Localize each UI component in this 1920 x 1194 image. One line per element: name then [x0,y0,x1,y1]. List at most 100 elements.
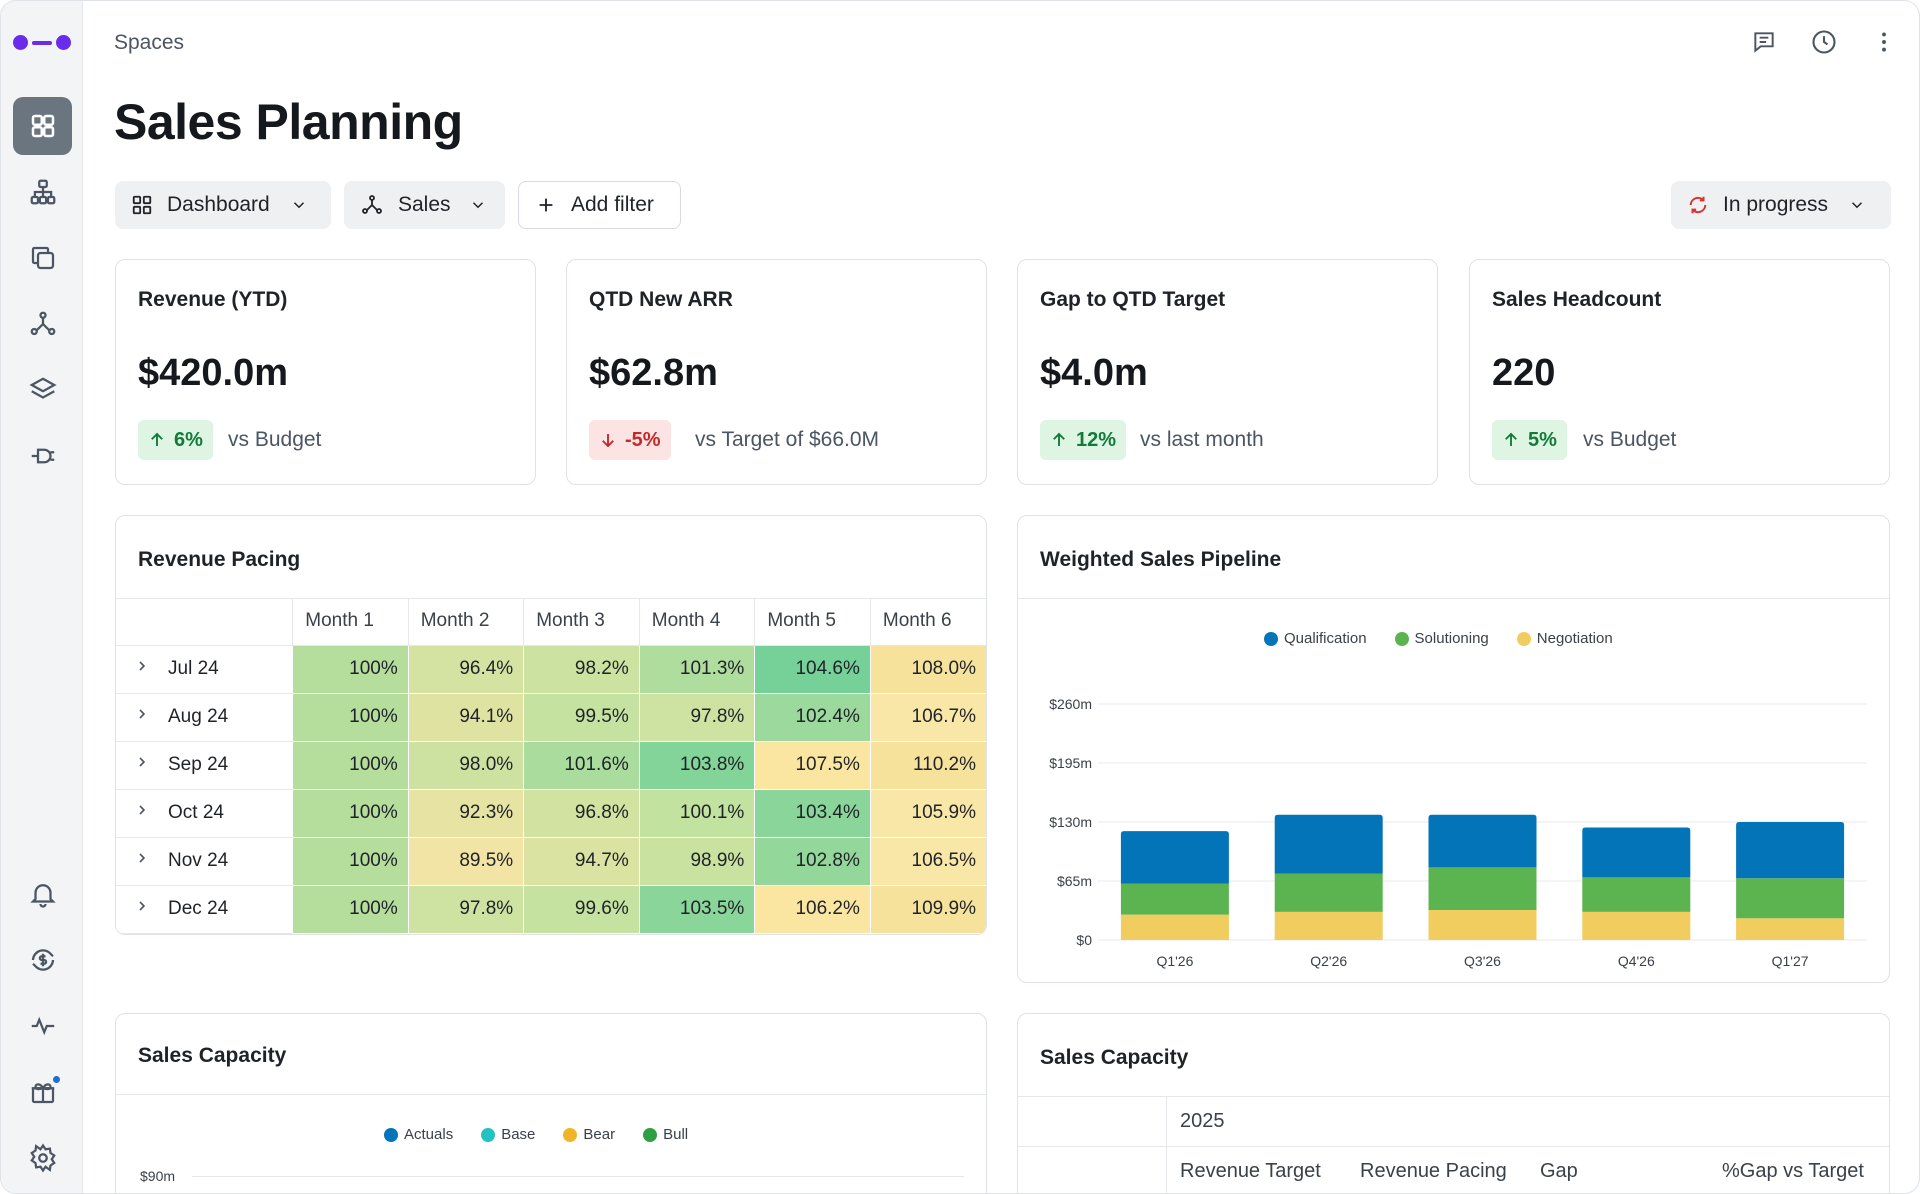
table-cell[interactable]: 94.1% [407,693,524,742]
bar-segment[interactable] [1582,877,1691,912]
table-cell[interactable]: 109.9% [869,885,986,934]
table-cell[interactable]: 101.3% [638,645,755,694]
grid-icon[interactable] [13,97,72,155]
activity-icon[interactable] [13,997,72,1055]
table-cell[interactable]: 94.7% [523,837,640,886]
table-cell[interactable]: 107.5% [754,741,871,790]
bar-segment[interactable] [1120,914,1229,940]
bar-segment[interactable] [1736,918,1845,940]
bar-segment[interactable] [1120,831,1229,884]
bar-segment[interactable] [1428,814,1537,868]
bar-segment[interactable] [1428,910,1537,940]
kpi-card-new-arr[interactable]: QTD New ARR $62.8m -5% vs Target of $66.… [566,259,987,485]
bar-segment[interactable] [1274,814,1383,874]
bar-segment[interactable] [1736,822,1845,879]
table-cell[interactable]: 103.8% [638,741,755,790]
org-chart-icon[interactable] [13,163,72,221]
row-header[interactable]: Nov 24 [116,837,293,886]
column-header[interactable]: Month 1 [292,598,409,646]
table-cell[interactable]: 100% [292,885,409,934]
table-row[interactable]: Aug 24 100% 94.1% 99.5% 97.8% 102.4% 106.7% [116,693,986,742]
legend-item[interactable]: Negotiation [1516,630,1613,647]
gift-icon[interactable] [13,1063,72,1121]
status-dropdown[interactable]: In progress [1671,181,1891,229]
column-header[interactable]: Month 2 [407,598,524,646]
bar-segment[interactable] [1582,827,1691,878]
column-header[interactable]: Month 6 [869,598,986,646]
table-cell[interactable]: 99.5% [523,693,640,742]
table-cell[interactable]: 106.7% [869,693,986,742]
kpi-card-headcount[interactable]: Sales Headcount 220 5% vs Budget [1469,259,1890,485]
column-header[interactable]: Month 5 [754,598,871,646]
table-cell[interactable]: 100% [292,741,409,790]
table-cell[interactable]: 104.6% [754,645,871,694]
table-cell[interactable]: 103.5% [638,885,755,934]
currency-sync-icon[interactable] [13,931,72,989]
row-header[interactable]: Aug 24 [116,693,293,742]
table-cell[interactable]: 100% [292,837,409,886]
table-cell[interactable]: 96.8% [523,789,640,838]
chevron-right-icon[interactable] [134,802,168,824]
plug-icon[interactable] [13,427,72,485]
table-cell[interactable]: 100.1% [638,789,755,838]
hub-icon[interactable] [13,295,72,353]
table-cell[interactable]: 101.6% [523,741,640,790]
settings-icon[interactable] [13,1129,72,1187]
table-cell[interactable]: 108.0% [869,645,986,694]
more-vertical-icon[interactable] [1867,25,1901,59]
column-header[interactable]: Month 3 [523,598,640,646]
chevron-right-icon[interactable] [134,706,168,728]
table-cell[interactable]: 98.0% [407,741,524,790]
table-cell[interactable]: 98.2% [523,645,640,694]
legend-item[interactable]: Actuals [384,1126,453,1143]
table-cell[interactable]: 99.6% [523,885,640,934]
bar-segment[interactable] [1120,883,1229,915]
chevron-right-icon[interactable] [134,850,168,872]
bar-segment[interactable] [1736,878,1845,919]
bar-segment[interactable] [1274,911,1383,940]
table-cell[interactable]: 97.8% [638,693,755,742]
chevron-right-icon[interactable] [134,898,168,920]
table-row[interactable]: Nov 24 100% 89.5% 94.7% 98.9% 102.8% 106.5% [116,837,986,886]
table-cell[interactable]: 96.4% [407,645,524,694]
app-logo[interactable] [13,35,73,51]
table-cell[interactable]: 100% [292,645,409,694]
table-row[interactable]: Sep 24 100% 98.0% 101.6% 103.8% 107.5% 110.2% [116,741,986,790]
row-header[interactable]: Dec 24 [116,885,293,934]
row-header[interactable]: Sep 24 [116,741,293,790]
comment-icon[interactable] [1747,25,1781,59]
table-cell[interactable]: 106.2% [754,885,871,934]
chevron-right-icon[interactable] [134,658,168,680]
legend-item[interactable]: Base [481,1126,535,1143]
table-cell[interactable]: 110.2% [869,741,986,790]
history-icon[interactable] [1807,25,1841,59]
breadcrumb[interactable]: Spaces [114,31,185,54]
legend-item[interactable]: Qualification [1264,630,1367,647]
legend-item[interactable]: Bull [643,1126,688,1143]
legend-item[interactable]: Solutioning [1394,630,1489,647]
bar-segment[interactable] [1274,873,1383,912]
layers-icon[interactable] [13,361,72,419]
table-cell[interactable]: 106.5% [869,837,986,886]
table-cell[interactable]: 97.8% [407,885,524,934]
table-cell[interactable]: 103.4% [754,789,871,838]
column-header[interactable]: Month 4 [638,598,755,646]
table-cell[interactable]: 102.4% [754,693,871,742]
table-cell[interactable]: 105.9% [869,789,986,838]
table-cell[interactable]: 89.5% [407,837,524,886]
kpi-card-gap-target[interactable]: Gap to QTD Target $4.0m 12% vs last mont… [1017,259,1438,485]
dashboard-dropdown[interactable]: Dashboard [115,181,331,229]
row-header[interactable]: Oct 24 [116,789,293,838]
table-row[interactable]: Oct 24 100% 92.3% 96.8% 100.1% 103.4% 105.9% [116,789,986,838]
table-cell[interactable]: 100% [292,693,409,742]
bar-segment[interactable] [1582,911,1691,940]
table-cell[interactable]: 100% [292,789,409,838]
table-cell[interactable]: 92.3% [407,789,524,838]
kpi-card-revenue[interactable]: Revenue (YTD) $420.0m 6% vs Budget [115,259,536,485]
bar-segment[interactable] [1428,867,1537,911]
legend-item[interactable]: Bear [563,1126,615,1143]
table-cell[interactable]: 102.8% [754,837,871,886]
copy-icon[interactable] [13,229,72,287]
sales-dropdown[interactable]: Sales [344,181,505,229]
row-header[interactable]: Jul 24 [116,645,293,694]
